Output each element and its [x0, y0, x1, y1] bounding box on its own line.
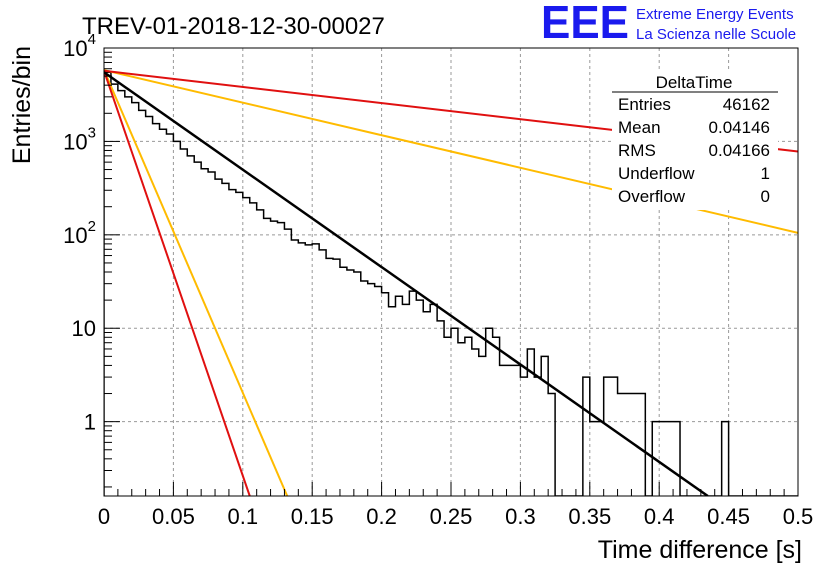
- eee-logo: EEE Extreme Energy Events La Scienza nel…: [541, 0, 796, 48]
- y-tick-exponent: 3: [88, 124, 96, 141]
- x-tick-label: 0.4: [644, 504, 675, 529]
- y-tick-exponent: 2: [88, 218, 96, 235]
- y-tick-label: 104: [63, 31, 96, 61]
- stats-rows: Entries 46162 Mean 0.04146 RMS 0.04166 Underfl…: [618, 95, 770, 206]
- y-tick-label: 102: [63, 218, 96, 248]
- x-tick-label: 0.15: [291, 504, 334, 529]
- x-tick-label: 0.25: [430, 504, 473, 529]
- x-tick-label: 0.5: [783, 504, 814, 529]
- stats-row-value: 0.04166: [709, 141, 770, 160]
- grid-lines: [104, 48, 798, 496]
- stats-row-value: 0.04146: [709, 118, 770, 137]
- x-tick-label: 0.2: [366, 504, 397, 529]
- stats-row-label: Underflow: [618, 164, 695, 183]
- x-axis-label: Time difference [s]: [598, 536, 802, 564]
- run-title: TREV-01-2018-12-30-00027: [82, 13, 385, 40]
- x-tick-label: 0.05: [152, 504, 195, 529]
- y-tick-label: 10: [72, 316, 96, 341]
- stats-row-value: 0: [761, 187, 770, 206]
- logo-line1: Extreme Energy Events: [636, 6, 794, 23]
- stats-row-label: Overflow: [618, 187, 686, 206]
- x-tick-label: 0.3: [505, 504, 536, 529]
- x-tick-label: 0.45: [707, 504, 750, 529]
- x-tick-label: 0: [98, 504, 110, 529]
- logo-line2: La Scienza nelle Scuole: [636, 26, 796, 43]
- histogram-series: [104, 71, 798, 496]
- orange-band-lower: [104, 69, 289, 496]
- y-tick-label: 1: [84, 410, 96, 435]
- stats-box-bg: [612, 70, 778, 210]
- stats-row-label: Entries: [618, 95, 671, 114]
- y-tick-exponent: 4: [88, 31, 96, 48]
- stats-box: DeltaTime Entries 46162 Mean 0.04146 RMS 0.04…: [612, 70, 778, 210]
- stats-row-label: Mean: [618, 118, 661, 137]
- stats-row-label: RMS: [618, 141, 656, 160]
- stats-row-value: 46162: [723, 95, 770, 114]
- y-axis-label: Entries/bin: [8, 46, 36, 164]
- logo-text: EEE: [541, 0, 629, 48]
- fit-line: [104, 71, 709, 496]
- x-tick-label: 0.35: [568, 504, 611, 529]
- y-tick-label: 103: [63, 124, 96, 154]
- x-tick-label: 0.1: [228, 504, 259, 529]
- axes: 0 0.05 0.1 0.15 0.2 0.25 0.3 0.35 0.4 0.45 0.51101…: [63, 31, 813, 529]
- red-band-lower: [104, 70, 251, 496]
- stats-title: DeltaTime: [656, 73, 733, 92]
- stats-row-value: 1: [761, 164, 770, 183]
